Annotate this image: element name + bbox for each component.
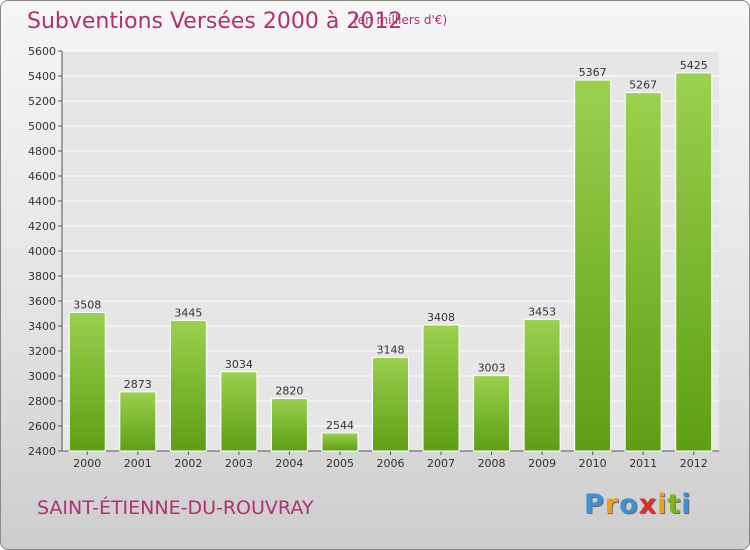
data-label: 3445 xyxy=(174,306,202,319)
y-tick-label: 2600 xyxy=(28,420,56,433)
y-tick-label: 3600 xyxy=(28,295,56,308)
logo-letter: o xyxy=(619,489,639,520)
bar xyxy=(422,324,460,452)
data-label: 3148 xyxy=(377,344,405,357)
bar xyxy=(321,432,359,452)
y-tick-label: 4400 xyxy=(28,195,56,208)
bar xyxy=(523,318,561,452)
y-tick-label: 5000 xyxy=(28,120,56,133)
bar xyxy=(68,312,106,452)
y-tick-label: 5200 xyxy=(28,95,56,108)
data-label: 5367 xyxy=(579,66,607,79)
bar xyxy=(119,391,157,452)
data-label: 3453 xyxy=(528,305,556,318)
bar xyxy=(220,371,258,452)
logo-letter: i xyxy=(657,489,668,520)
y-tick-label: 4000 xyxy=(28,245,56,258)
data-label: 5425 xyxy=(680,59,708,72)
data-label: 2873 xyxy=(124,378,152,391)
bars xyxy=(68,72,713,452)
y-tick-label: 3000 xyxy=(28,370,56,383)
labels: 2400 2600 2800 3000 3200 3400 3600 3800 4000 4200… xyxy=(28,45,708,470)
bar xyxy=(270,398,308,452)
x-tick-label: 2011 xyxy=(629,457,657,470)
x-tick-label: 2002 xyxy=(174,457,202,470)
x-tick-label: 2000 xyxy=(73,457,101,470)
bar xyxy=(372,357,409,452)
chart-title: Subventions Versées 2000 à 2012 xyxy=(27,9,403,34)
logo-letter: r xyxy=(604,489,620,520)
logo-letter: P xyxy=(584,489,605,520)
logo-letter: t xyxy=(667,489,682,520)
data-label: 5267 xyxy=(629,79,657,92)
x-tick-label: 2010 xyxy=(579,457,607,470)
data-label: 3003 xyxy=(478,362,506,375)
y-tick-label: 2800 xyxy=(28,395,56,408)
chart-subtitle: (en milliers d'€) xyxy=(353,13,448,27)
y-tick-label: 4200 xyxy=(28,220,56,233)
bar xyxy=(624,92,662,452)
data-label: 3508 xyxy=(73,299,101,312)
commune-name: SAINT-ÉTIENNE-DU-ROUVRAY xyxy=(37,497,314,519)
x-tick-label: 2003 xyxy=(225,457,253,470)
logo-letter: x xyxy=(638,489,658,520)
x-tick-label: 2006 xyxy=(377,457,405,470)
proxiti-logo: Proxiti xyxy=(584,489,692,520)
y-tick-label: 4600 xyxy=(28,170,56,183)
bar xyxy=(169,319,207,452)
y-tick-label: 4800 xyxy=(28,145,56,158)
x-tick-label: 2009 xyxy=(528,457,556,470)
data-label: 2820 xyxy=(275,385,303,398)
bar xyxy=(675,72,713,452)
data-label: 2544 xyxy=(326,419,354,432)
x-tick-label: 2005 xyxy=(326,457,354,470)
data-label: 3408 xyxy=(427,311,455,324)
y-tick-label: 3200 xyxy=(28,345,56,358)
x-tick-label: 2012 xyxy=(680,457,708,470)
y-tick-label: 2400 xyxy=(28,445,56,458)
bar xyxy=(473,375,511,452)
data-label: 3034 xyxy=(225,358,253,371)
x-tick-label: 2007 xyxy=(427,457,455,470)
x-tick-label: 2001 xyxy=(124,457,152,470)
bar xyxy=(574,79,612,452)
x-tick-label: 2008 xyxy=(478,457,506,470)
x-tick-label: 2004 xyxy=(275,457,303,470)
y-tick-label: 5600 xyxy=(28,45,56,58)
y-tick-label: 3800 xyxy=(28,270,56,283)
y-tick-label: 5400 xyxy=(28,70,56,83)
logo-letter: i xyxy=(681,489,692,520)
y-tick-label: 3400 xyxy=(28,320,56,333)
